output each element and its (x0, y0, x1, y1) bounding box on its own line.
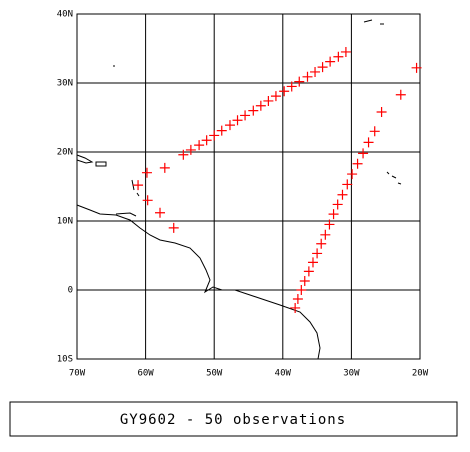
coastline (76, 19, 402, 360)
observation-marker (240, 110, 251, 121)
observation-marker (155, 207, 166, 218)
observation-marker (255, 100, 266, 111)
observation-marker (347, 169, 358, 180)
observation-marker (178, 149, 189, 160)
observation-marker (324, 219, 335, 230)
observation-marker (290, 302, 301, 313)
observation-marker (263, 95, 274, 106)
y-tick-label: 10S (57, 355, 73, 365)
observation-marker (142, 195, 153, 206)
observation-marker (279, 86, 290, 97)
observation-marker (310, 66, 321, 77)
observation-marker (270, 91, 281, 102)
observation-marker (312, 248, 323, 259)
observation-marker (333, 51, 344, 62)
title-box (9, 401, 458, 437)
x-tick-label: 70W (69, 369, 86, 379)
observation-marker (328, 209, 339, 220)
y-tick-label: 20N (57, 148, 73, 158)
y-tick-label: 30N (57, 79, 73, 89)
observation-marker (201, 135, 212, 146)
observation-marker (411, 62, 422, 73)
observation-marker (303, 266, 314, 277)
observation-marker (307, 257, 318, 268)
observation-marker (216, 125, 227, 136)
map-frame (76, 13, 421, 360)
observation-marker (317, 62, 328, 73)
y-tick-label: 0 (68, 286, 73, 296)
x-tick-label: 20W (412, 369, 429, 379)
observation-marker (141, 167, 152, 178)
observation-marker (168, 222, 179, 233)
observation-marker (299, 276, 310, 287)
observation-marker (363, 137, 374, 148)
observation-marker (342, 179, 353, 190)
observation-marker (376, 106, 387, 117)
observation-marker (194, 140, 205, 151)
observation-marker (209, 130, 220, 141)
observation-marker (369, 126, 380, 137)
observation-marker (286, 81, 297, 92)
observation-marker (296, 285, 307, 295)
x-tick-label: 30W (343, 369, 360, 379)
observation-marker (248, 105, 259, 116)
observation-marker (395, 89, 406, 100)
x-tick-label: 60W (137, 369, 154, 379)
observation-marker (340, 46, 351, 57)
plot: 70W 60W 50W 40W 30W 20W 10S 0 10N 20N 30N 40N (57, 10, 429, 379)
observation-marker (316, 238, 327, 249)
observation-marker (224, 120, 235, 131)
observation-marker (337, 189, 348, 200)
y-tick-label: 40N (57, 10, 73, 20)
observation-marker (232, 115, 243, 126)
x-tick-label: 40W (275, 369, 292, 379)
observation-marker (325, 56, 336, 67)
y-tick-label: 10N (57, 217, 73, 227)
observation-marker (352, 158, 363, 169)
observation-marker (159, 162, 170, 173)
observation-marker (133, 180, 144, 191)
observation-marker (358, 148, 369, 159)
observation-marker (292, 293, 303, 304)
observation-marker (320, 229, 331, 240)
observation-marker (185, 144, 196, 155)
observation-marker (302, 71, 313, 82)
chart-title: GY9602 - 50 observations (120, 412, 346, 428)
observation-marker (294, 76, 305, 87)
x-tick-label: 50W (206, 369, 223, 379)
observation-marker (332, 199, 343, 210)
